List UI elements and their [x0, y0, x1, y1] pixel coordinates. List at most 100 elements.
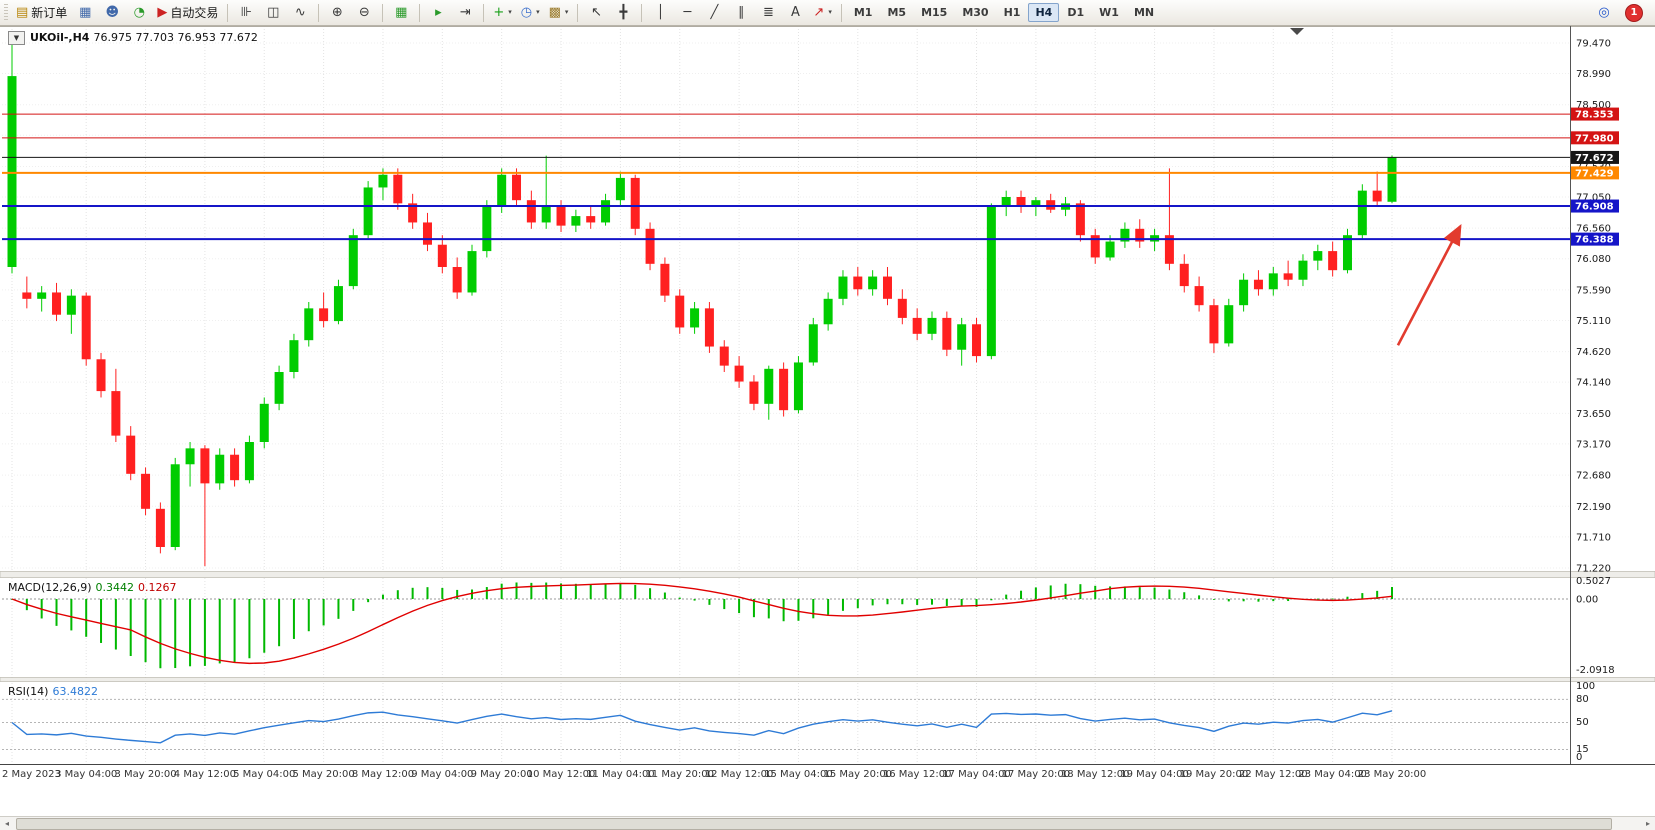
tile-windows-button[interactable]: ▦ [388, 2, 414, 24]
horizontal-scrollbar[interactable]: ◂ ▸ [0, 816, 1655, 830]
time-tick-label: 3 May 20:00 [114, 769, 176, 780]
scroll-left-icon[interactable]: ◂ [4, 818, 9, 828]
line-chart-icon: ∿ [294, 5, 306, 20]
trendline-button[interactable]: ╱ [701, 2, 727, 24]
trend-arrow-object[interactable] [1396, 223, 1462, 346]
chart-title: ▼ UKOil-,H4 76.975 77.703 76.953 77.672 [8, 31, 258, 45]
new-order-button[interactable]: ▤ 新订单 [12, 2, 71, 24]
price-tick-label: 72.190 [1576, 502, 1611, 513]
search-icon[interactable]: ◎ [1598, 5, 1610, 20]
indicators-button[interactable]: + ▾ [489, 2, 515, 24]
profile-button[interactable]: ☻ [99, 2, 125, 24]
cursor-button[interactable]: ↖ [583, 2, 609, 24]
charts-button[interactable]: ▦ [72, 2, 98, 24]
time-tick-label: 17 May 20:00 [1002, 769, 1071, 780]
main-toolbar: ▤ 新订单 ▦ ☻ ◔ ▶ 自动交易 ⊪ ◫ ∿ ⊕ ⊖ ▦ ▸ ⇥ + ▾ ◷ ▾ ▩ ▾ ↖ ╋ │ ─ ╱ ∥ ≣ A ↗ ▾ M1… [0, 0, 1655, 26]
price-tick-label: 71.220 [1576, 564, 1611, 575]
fibonacci-button[interactable]: ≣ [755, 2, 781, 24]
auto-scroll-button[interactable]: ▸ [425, 2, 451, 24]
time-tick-label: 4 May 12:00 [174, 769, 236, 780]
indicators-icon: + [493, 5, 505, 20]
rsi-scale-label: 0 [1576, 752, 1582, 763]
channel-button[interactable]: ∥ [728, 2, 754, 24]
auto-scroll-icon: ▸ [435, 5, 442, 20]
chart-shift-marker[interactable] [1290, 28, 1304, 35]
bars-chart-button[interactable]: ⊪ [233, 2, 259, 24]
scroll-right-icon[interactable]: ▸ [1645, 818, 1650, 828]
price-tick-label: 78.990 [1576, 69, 1611, 80]
time-tick-label: 2 May 2023 [2, 769, 61, 780]
timeframe-button-D1[interactable]: D1 [1067, 6, 1085, 19]
arrows-button[interactable]: ↗ ▾ [809, 2, 835, 24]
price-tick-label: 78.500 [1576, 100, 1611, 111]
svg-text:76.908: 76.908 [1575, 202, 1614, 213]
one-click-trading-expander-icon[interactable]: ▼ [8, 31, 25, 45]
svg-text:77.980: 77.980 [1575, 133, 1614, 144]
price-tick-label: 76.080 [1576, 254, 1611, 265]
candlestick-chart-button[interactable]: ◫ [260, 2, 286, 24]
toolbar-separator [483, 3, 485, 22]
zoom-out-button[interactable]: ⊖ [351, 2, 377, 24]
terminal-button[interactable]: ◔ [126, 2, 152, 24]
new-order-icon: ▤ [16, 5, 29, 20]
scrollbar-track[interactable] [14, 817, 1641, 830]
toolbar-separator [382, 3, 384, 22]
toolbar-grip[interactable] [4, 3, 8, 22]
price-tick-label: 74.140 [1576, 378, 1611, 389]
scrollbar-thumb[interactable] [16, 818, 1613, 830]
macd-scale-label: 0.00 [1576, 595, 1598, 606]
price-axis[interactable]: 79.47078.99078.50078.02077.53077.05076.5… [1570, 26, 1620, 764]
zoom-in-button[interactable]: ⊕ [324, 2, 350, 24]
line-chart-button[interactable]: ∿ [287, 2, 313, 24]
toolbar-separator [318, 3, 320, 22]
svg-text:76.388: 76.388 [1575, 235, 1614, 246]
crosshair-button[interactable]: ╋ [610, 2, 636, 24]
rsi-value: 63.4822 [52, 685, 98, 698]
notification-badge[interactable]: 1 [1625, 3, 1643, 22]
channel-icon: ∥ [738, 5, 745, 20]
text-icon: A [790, 5, 800, 20]
time-tick-label: 9 May 20:00 [471, 769, 533, 780]
timeframe-button-W1[interactable]: W1 [1099, 6, 1119, 19]
rsi-indicator-label: RSI(14) 63.4822 [8, 685, 98, 698]
time-tick-label: 8 May 12:00 [352, 769, 414, 780]
price-tick-label: 75.110 [1576, 316, 1611, 327]
rsi-scale-label: 15 [1576, 744, 1589, 755]
vertical-line-button[interactable]: │ [647, 2, 673, 24]
macd-scale-label: 0.5027 [1576, 576, 1611, 587]
price-badge-77.980: 77.980 [1571, 131, 1619, 145]
timeframe-button-M15[interactable]: M15 [921, 6, 948, 19]
caret-down-icon: ▾ [536, 8, 540, 16]
rsi-scale-label: 100 [1576, 681, 1595, 692]
timeframe-button-MN[interactable]: MN [1133, 6, 1155, 19]
trade-buttons-group: ▤ 新订单 ▦ ☻ ◔ ▶ 自动交易 [12, 2, 222, 24]
crosshair-icon: ╋ [619, 5, 628, 20]
svg-text:77.672: 77.672 [1575, 153, 1614, 164]
toolbar-separator [641, 3, 643, 22]
text-button[interactable]: A [782, 2, 808, 24]
chart-page-icon: ▦ [79, 5, 92, 20]
svg-text:77.429: 77.429 [1575, 168, 1614, 179]
candles-layer [7, 44, 1397, 567]
chart-shift-button[interactable]: ⇥ [452, 2, 478, 24]
templates-button[interactable]: ▩ ▾ [545, 2, 573, 24]
price-tick-label: 72.680 [1576, 471, 1611, 482]
timeframe-button-H4[interactable]: H4 [1028, 3, 1060, 22]
timeframe-button-H1[interactable]: H1 [1003, 6, 1021, 19]
timeframe-button-M1[interactable]: M1 [853, 6, 873, 19]
price-badge-78.353: 78.353 [1571, 107, 1619, 121]
profile-icon: ☻ [105, 5, 120, 20]
panel-separator[interactable] [0, 677, 1655, 682]
auto-trading-button[interactable]: ▶ 自动交易 [153, 2, 222, 24]
timeframe-button-M5[interactable]: M5 [887, 6, 907, 19]
toolbar-separator [840, 3, 842, 22]
timeframe-button-M30[interactable]: M30 [962, 6, 989, 19]
periods-button[interactable]: ◷ ▾ [517, 2, 544, 24]
price-tick-label: 73.650 [1576, 409, 1611, 420]
macd-main-value: 0.3442 [95, 581, 135, 594]
panel-separator[interactable] [0, 571, 1655, 578]
price-badge-77.429: 77.429 [1571, 166, 1619, 180]
horizontal-line-button[interactable]: ─ [674, 2, 700, 24]
